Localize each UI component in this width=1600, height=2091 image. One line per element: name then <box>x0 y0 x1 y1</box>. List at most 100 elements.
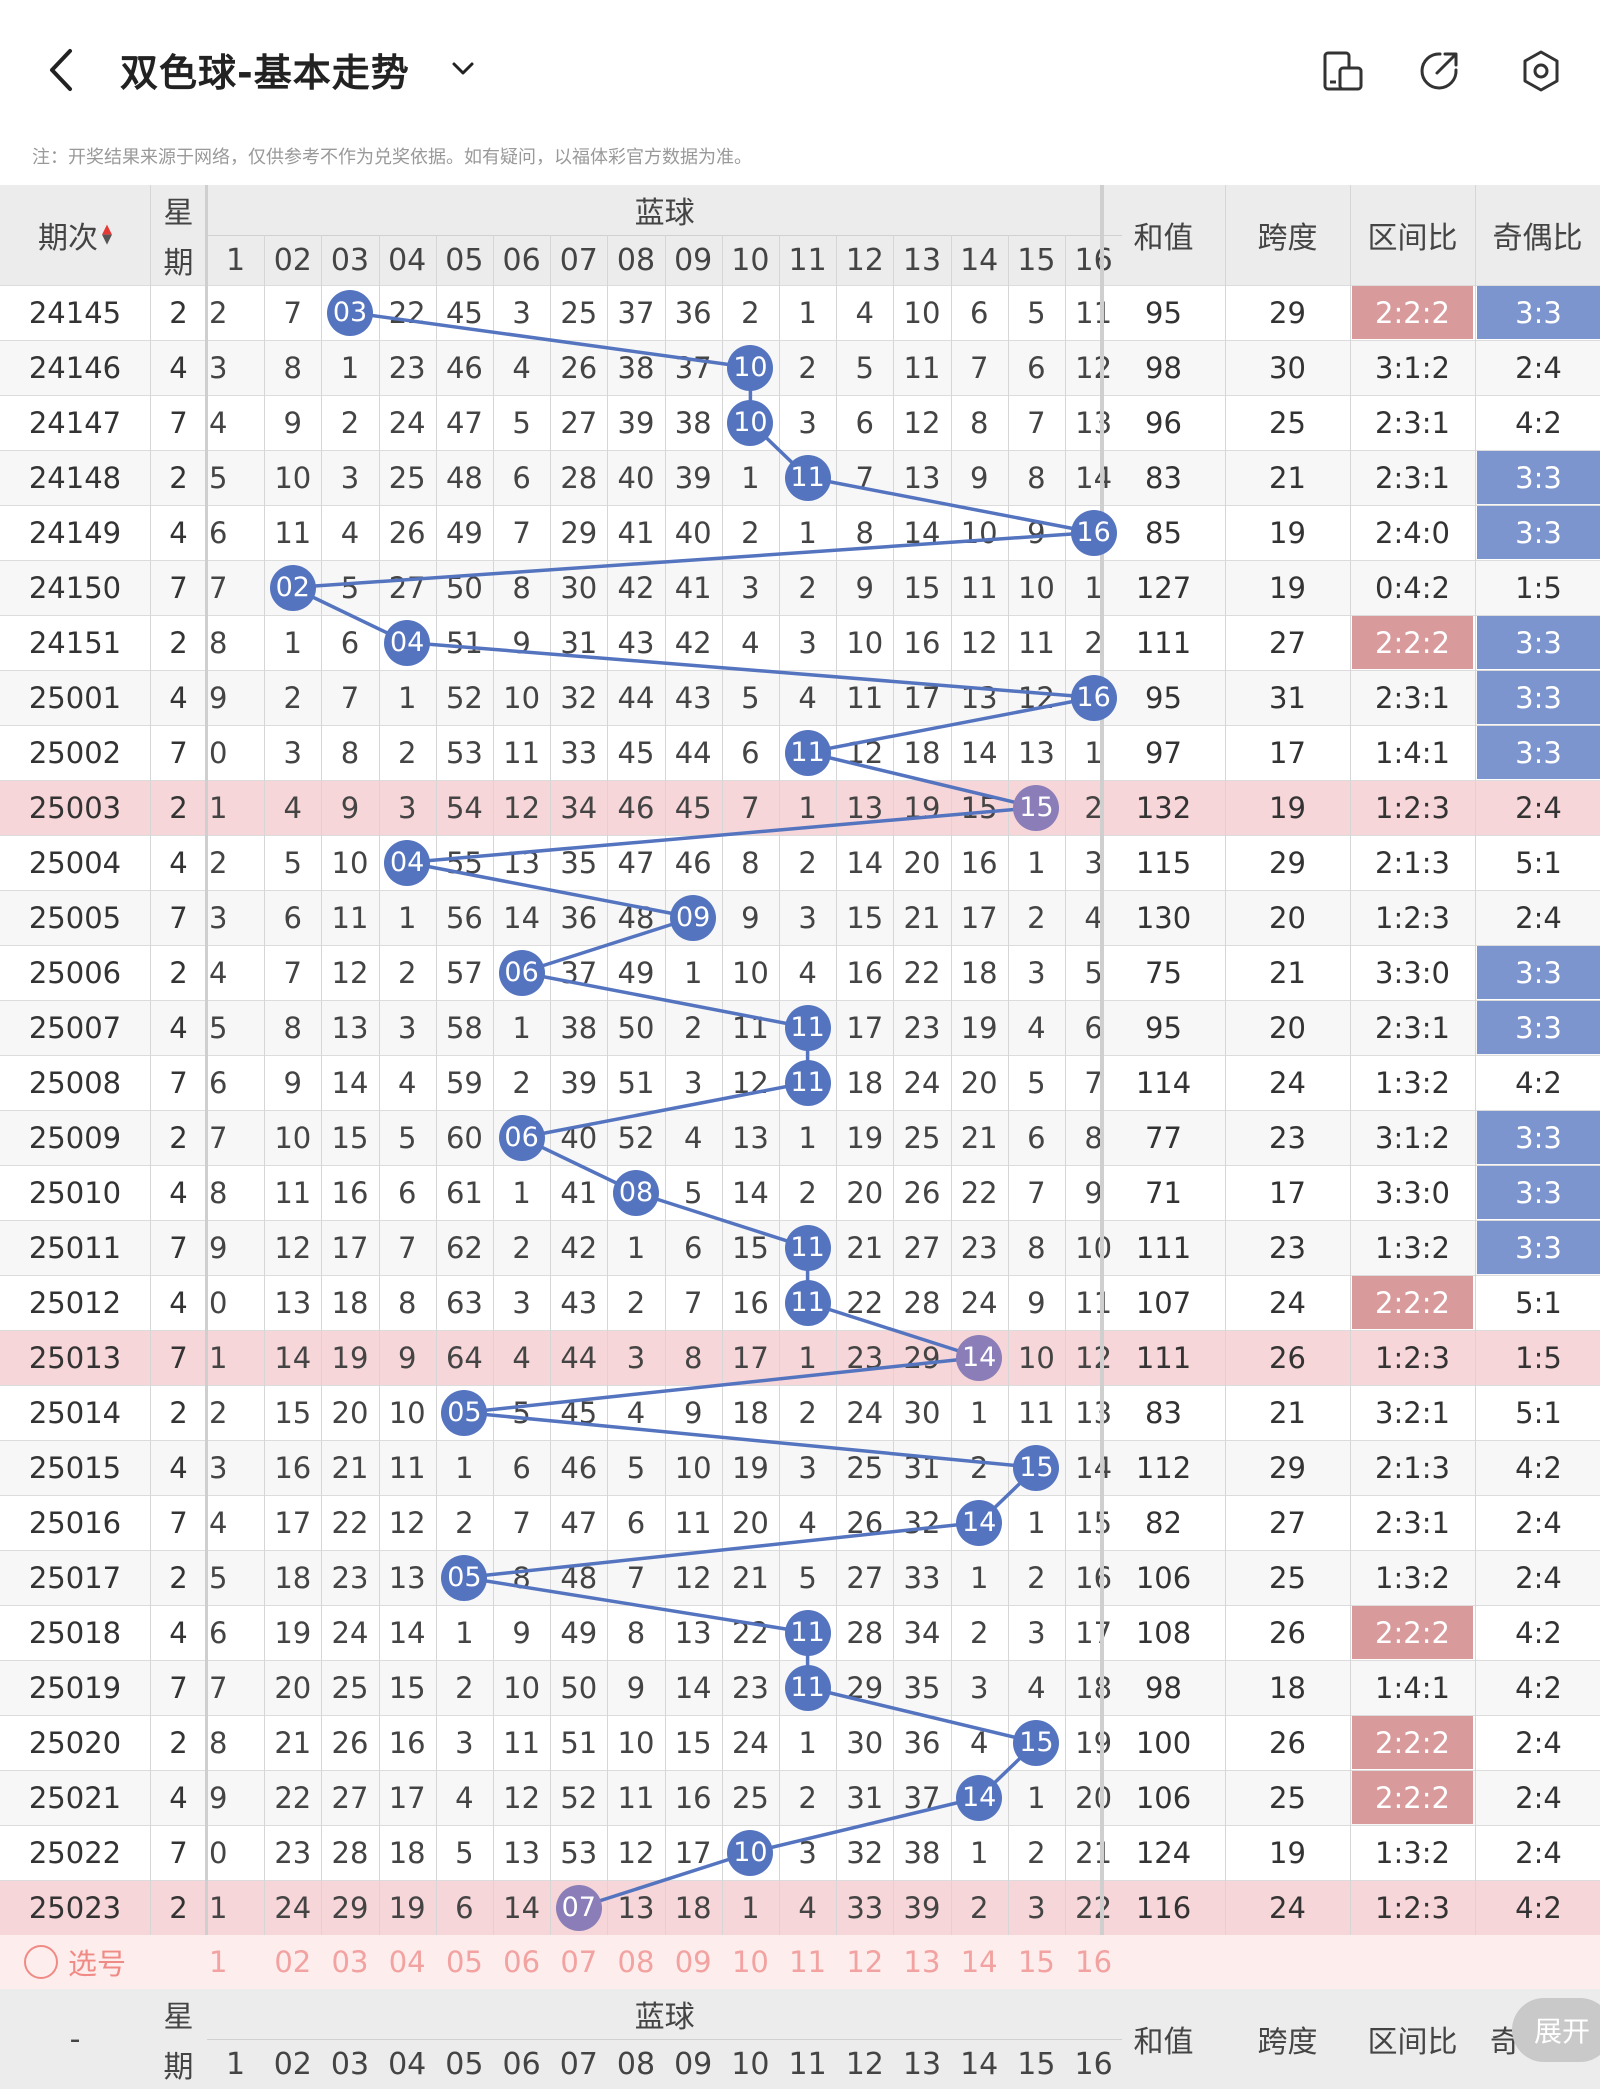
table-row[interactable]: 25005 7 3 6 11 1 56 14 36 48 09 9 3 15 21 17 2 4 130 20 1:2:… <box>0 890 1600 945</box>
pick-number-option[interactable]: 08 <box>617 1945 655 1979</box>
table-row[interactable]: 25012 4 0 13 18 8 63 3 43 2 7 16 11 22 28 24 9 11 107 24 2:2… <box>0 1275 1600 1330</box>
period-cell: 25019 <box>28 1670 122 1705</box>
table-row[interactable]: 25010 4 8 11 16 6 61 1 41 08 5 14 2 20 26 22 7 9 71 17 3:3:0… <box>0 1165 1600 1220</box>
table-row[interactable]: 24149 4 6 11 4 26 49 7 29 41 40 2 1 8 14 10 9 16 85 19 2:4:0… <box>0 505 1600 560</box>
miss-count-cell: 16 <box>674 1780 712 1815</box>
miss-count-cell: 8 <box>512 1560 531 1595</box>
share-button[interactable] <box>1416 48 1462 94</box>
miss-count-cell: 46 <box>445 350 483 385</box>
table-row[interactable]: 25002 7 0 3 8 2 53 11 33 45 44 6 11 12 18 14 13 1 97 17 1:4:… <box>0 725 1600 780</box>
miss-count-cell: 1 <box>741 1890 760 1925</box>
miss-count-cell: 33 <box>560 735 598 770</box>
table-row[interactable]: 25021 4 9 22 27 17 4 12 52 11 16 25 2 31 37 14 1 20 106 25 2… <box>0 1770 1600 1825</box>
table-row[interactable]: 25018 4 6 19 24 14 1 9 49 8 13 22 11 28 34 2 3 17 108 26 2:2… <box>0 1605 1600 1660</box>
week-cell: 7 <box>169 1835 188 1870</box>
span-cell: 17 <box>1269 735 1306 770</box>
expand-button[interactable]: 展开 <box>1512 1998 1600 2062</box>
table-row[interactable]: 25003 2 1 4 9 3 54 12 34 46 45 7 1 13 19 15 15 2 132 19 1:2:… <box>0 780 1600 835</box>
table-row[interactable]: 25023 2 1 24 29 19 6 14 07 13 18 1 4 33 39 2 3 22 116 24 1:2… <box>0 1880 1600 1935</box>
week-cell: 4 <box>169 1780 188 1815</box>
table-row[interactable]: 24146 4 3 8 1 23 46 4 26 38 37 10 2 5 11 7 6 12 98 30 3:1:2 2… <box>0 340 1600 395</box>
miss-count-cell: 60 <box>445 1120 483 1155</box>
miss-count-cell: 13 <box>1075 1395 1113 1430</box>
blue-ball-hit: 15 <box>1013 1444 1060 1491</box>
zone-ratio-cell: 3:1:2 <box>1375 1120 1450 1155</box>
pick-number-option[interactable]: 13 <box>903 1945 941 1979</box>
miss-count-cell: 2 <box>741 295 760 330</box>
table-row[interactable]: 24145 2 2 7 03 22 45 3 25 37 36 2 1 4 10 6 5 11 95 29 2:2:2 3… <box>0 285 1600 340</box>
disclaimer-notice: 注：开奖结果来源于网络，仅供参考不作为兑奖依据。如有疑问，以福体彩官方数据为准。 <box>32 147 752 168</box>
miss-count-cell: 4 <box>209 955 228 990</box>
pick-number-option[interactable]: 15 <box>1017 1945 1055 1979</box>
table-row[interactable]: 24147 7 4 9 2 24 47 5 27 39 38 10 3 6 12 8 7 13 96 25 2:3:1 4… <box>0 395 1600 450</box>
pick-number-option[interactable]: 11 <box>789 1945 827 1979</box>
zone-ratio-cell: 1:3:2 <box>1375 1065 1450 1100</box>
pick-number-option[interactable]: 02 <box>274 1945 312 1979</box>
table-row[interactable]: 25019 7 7 20 25 15 2 10 50 9 14 23 11 29 35 3 4 18 98 18 1:4… <box>0 1660 1600 1715</box>
table-row[interactable]: 25009 2 7 10 15 5 60 06 40 52 4 13 1 19 25 21 6 8 77 23 3:1:… <box>0 1110 1600 1165</box>
zone-ratio-cell: 2:2:2 <box>1352 286 1473 339</box>
table-row[interactable]: 25020 2 8 21 26 16 3 11 51 10 15 24 1 30 36 4 15 19 100 26 2… <box>0 1715 1600 1770</box>
pick-number-option[interactable]: 04 <box>388 1945 426 1979</box>
table-row[interactable]: 24151 2 8 1 6 04 51 9 31 43 42 4 3 10 16 12 11 2 111 27 2:2:… <box>0 615 1600 670</box>
miss-count-cell: 7 <box>283 295 302 330</box>
page-title[interactable]: 双色球-基本走势 <box>120 51 410 95</box>
miss-count-cell: 40 <box>560 1120 598 1155</box>
pick-number-option[interactable]: 16 <box>1075 1945 1113 1979</box>
table-row[interactable]: 25013 7 1 14 19 9 64 4 44 3 8 17 1 23 29 14 10 12 111 26 1:2… <box>0 1330 1600 1385</box>
miss-count-cell: 11 <box>1075 1285 1113 1320</box>
pick-number-option[interactable]: 09 <box>674 1945 712 1979</box>
miss-count-cell: 10 <box>503 680 541 715</box>
miss-count-cell: 39 <box>903 1890 941 1925</box>
pick-number-button[interactable]: 选号 <box>0 1935 150 1989</box>
miss-count-cell: 45 <box>560 1395 598 1430</box>
miss-count-cell: 16 <box>388 1725 426 1760</box>
miss-count-cell: 3 <box>741 570 760 605</box>
sort-icon[interactable]: ▲ ▼ <box>102 223 112 246</box>
period-cell: 25014 <box>28 1395 122 1430</box>
period-cell: 24145 <box>28 295 122 330</box>
period-cell: 25013 <box>28 1340 122 1375</box>
miss-count-cell: 2 <box>283 680 302 715</box>
miss-count-cell: 3 <box>1027 1890 1046 1925</box>
pick-number-option[interactable]: 03 <box>331 1945 369 1979</box>
row-divider <box>0 505 1600 506</box>
miss-count-cell: 17 <box>960 900 998 935</box>
table-row[interactable]: 25004 4 2 5 10 04 55 13 35 47 46 8 2 14 20 16 1 3 115 29 2:1… <box>0 835 1600 890</box>
table-row[interactable]: 25007 4 5 8 13 3 58 1 38 50 2 11 11 17 23 19 4 6 95 20 2:3:1… <box>0 1000 1600 1055</box>
sum-cell: 95 <box>1145 680 1182 715</box>
miss-count-cell: 51 <box>445 625 483 660</box>
pick-number-option[interactable]: 1 <box>209 1945 228 1979</box>
miss-count-cell: 11 <box>503 735 541 770</box>
pick-number-option[interactable]: 14 <box>960 1945 998 1979</box>
column-divider <box>435 235 437 1989</box>
table-row[interactable]: 25015 4 3 16 21 11 1 6 46 5 10 19 3 25 31 2 15 14 112 29 2:1… <box>0 1440 1600 1495</box>
pick-number-option[interactable]: 12 <box>846 1945 884 1979</box>
table-row[interactable]: 25006 2 4 7 12 2 57 06 37 49 1 10 4 16 22 18 3 5 75 21 3:3:0… <box>0 945 1600 1000</box>
layout-button[interactable] <box>1320 48 1366 94</box>
pick-label: 选号 <box>67 1947 126 1981</box>
back-button[interactable] <box>40 45 84 95</box>
miss-count-cell: 2 <box>1027 1560 1046 1595</box>
table-row[interactable]: 25016 7 4 17 22 12 2 7 47 6 11 20 4 26 32 14 1 15 82 27 2:3:… <box>0 1495 1600 1550</box>
table-row[interactable]: 25008 7 6 9 14 4 59 2 39 51 3 12 11 18 24 20 5 7 114 24 1:3:… <box>0 1055 1600 1110</box>
table-row[interactable]: 25001 4 9 2 7 1 52 10 32 44 43 5 4 11 17 13 12 16 95 31 2:3:… <box>0 670 1600 725</box>
zone-ratio-cell: 2:3:1 <box>1375 1505 1450 1540</box>
pick-number-option[interactable]: 07 <box>560 1945 598 1979</box>
title-dropdown-button[interactable] <box>448 54 478 84</box>
miss-count-cell: 8 <box>1084 1120 1103 1155</box>
table-row[interactable]: 24148 2 5 10 3 25 48 6 28 40 39 1 11 7 13 9 8 14 83 21 2:3:1… <box>0 450 1600 505</box>
miss-count-cell: 1 <box>209 1340 228 1375</box>
table-row[interactable]: 25011 7 9 12 17 7 62 2 42 1 6 15 11 21 27 23 8 10 111 23 1:3… <box>0 1220 1600 1275</box>
miss-count-cell: 1 <box>683 955 703 990</box>
table-row[interactable]: 25014 2 2 15 20 10 05 5 45 4 9 18 2 24 30 1 11 13 83 21 3:2:… <box>0 1385 1600 1440</box>
pick-number-option[interactable]: 06 <box>503 1945 541 1979</box>
pick-number-option[interactable]: 10 <box>731 1945 769 1979</box>
table-row[interactable]: 24150 7 7 02 5 27 50 8 30 42 41 3 2 9 15 11 10 1 127 19 0:4:… <box>0 560 1600 615</box>
pick-number-option[interactable]: 05 <box>445 1945 483 1979</box>
miss-count-cell: 31 <box>846 1780 884 1815</box>
table-row[interactable]: 25017 2 5 18 23 13 05 8 48 7 12 21 5 27 33 1 2 16 106 25 1:3… <box>0 1550 1600 1605</box>
period-header-sort[interactable]: 期次 ▲ ▼ <box>0 185 150 285</box>
table-row[interactable]: 25022 7 0 23 28 18 5 13 53 12 17 10 3 32 38 1 2 21 124 19 1:… <box>0 1825 1600 1880</box>
settings-button[interactable] <box>1518 48 1564 94</box>
